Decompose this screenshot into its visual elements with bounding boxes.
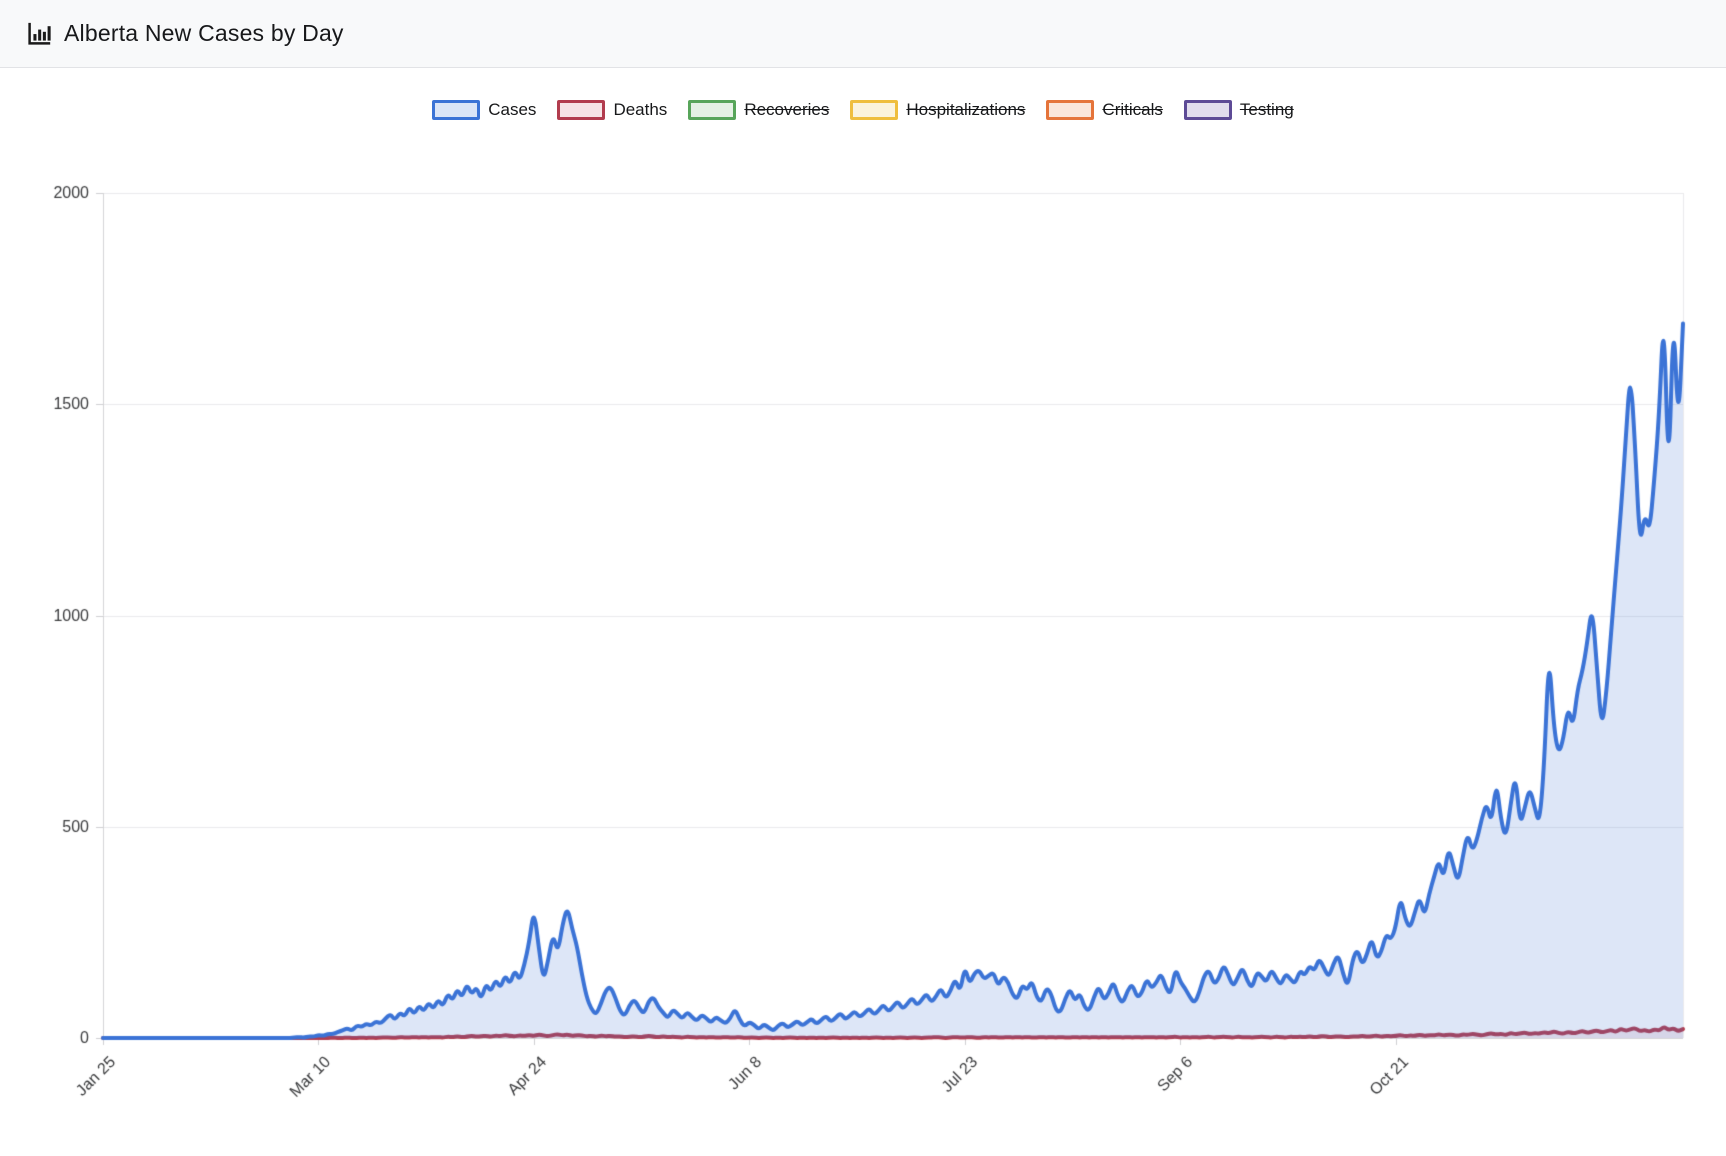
legend-item-testing[interactable]: Testing [1183,100,1294,120]
legend-item-cases[interactable]: Cases [432,100,536,120]
legend-swatch-deaths [557,100,606,120]
legend-swatch-recoveries [688,100,737,120]
legend-label-cases: Cases [488,100,537,119]
legend-item-hospitalizations[interactable]: Hospitalizations [850,100,1025,120]
legend-item-recoveries[interactable]: Recoveries [688,100,829,120]
legend-swatch-criticals [1046,100,1095,120]
legend-swatch-testing [1183,100,1232,120]
legend-label-recoveries: Recoveries [744,100,830,119]
legend-item-deaths[interactable]: Deaths [557,100,667,120]
legend-swatch-cases [432,100,481,120]
legend-label-deaths: Deaths [613,100,668,119]
legend-label-criticals: Criticals [1102,100,1163,119]
legend-item-criticals[interactable]: Criticals [1046,100,1163,120]
legend-swatch-hospitalizations [850,100,899,120]
legend-label-testing: Testing [1239,100,1294,119]
legend-label-hospitalizations: Hospitalizations [906,100,1026,119]
chart-legend: Cases Deaths Recoveries Hospitalizations… [0,100,1726,120]
